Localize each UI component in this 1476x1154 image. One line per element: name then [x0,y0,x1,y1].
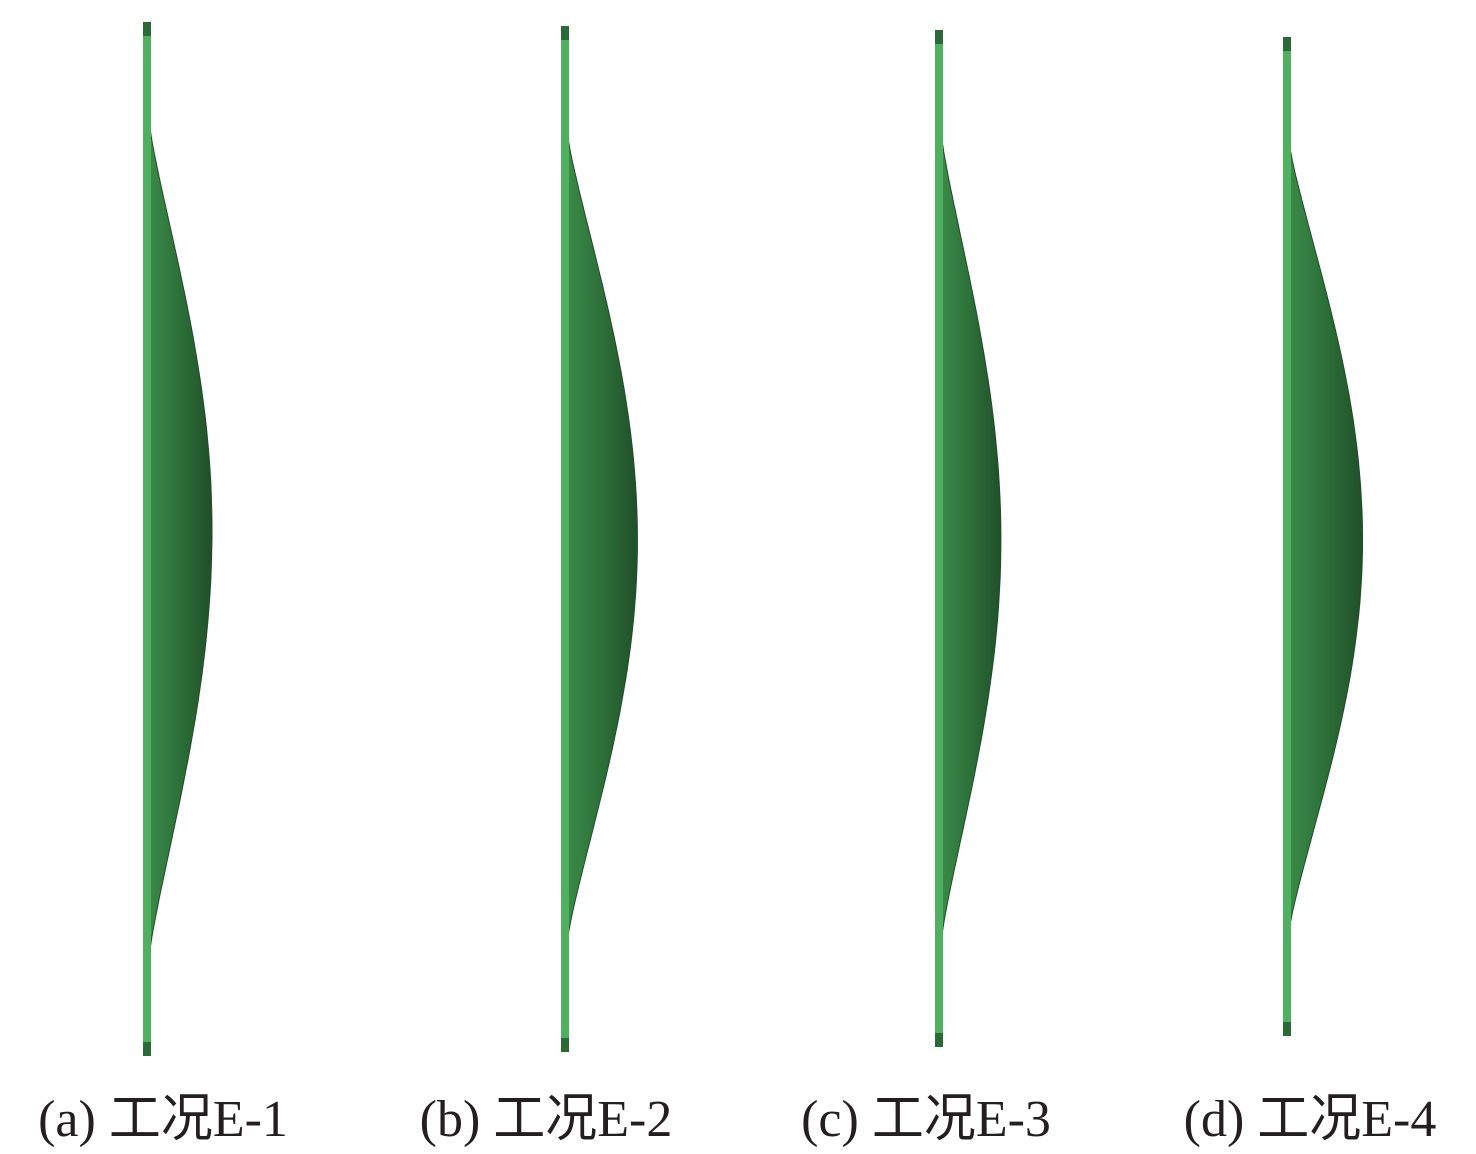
pile-end-segment [143,22,151,36]
pile-end-segment [561,26,569,40]
pile-a [143,22,151,1056]
pile-b [561,26,569,1052]
pile-end-segment [561,1038,569,1052]
pile-end-segment [143,1042,151,1056]
panel-d [1283,37,1363,1036]
pile-c [935,30,943,1047]
deformation-shape-a [149,127,213,951]
pile-end-segment [935,1033,943,1047]
panel-b [561,26,638,1052]
deformation-shape-c [941,139,1002,936]
deformation-shape-d [1289,147,1363,926]
pile-end-segment [1283,37,1291,51]
panel-a [143,22,213,1056]
caption-b: (b) 工况E-2 [419,1091,673,1148]
panel-c [935,30,1002,1047]
caption-d: (d) 工况E-4 [1183,1091,1437,1148]
pile-d [1283,37,1291,1036]
caption-c: (c) 工况E-3 [801,1091,1051,1148]
pile-end-segment [1283,1022,1291,1036]
deformation-shape-b [567,137,638,937]
caption-a: (a) 工况E-1 [38,1091,288,1148]
pile-end-segment [935,30,943,44]
